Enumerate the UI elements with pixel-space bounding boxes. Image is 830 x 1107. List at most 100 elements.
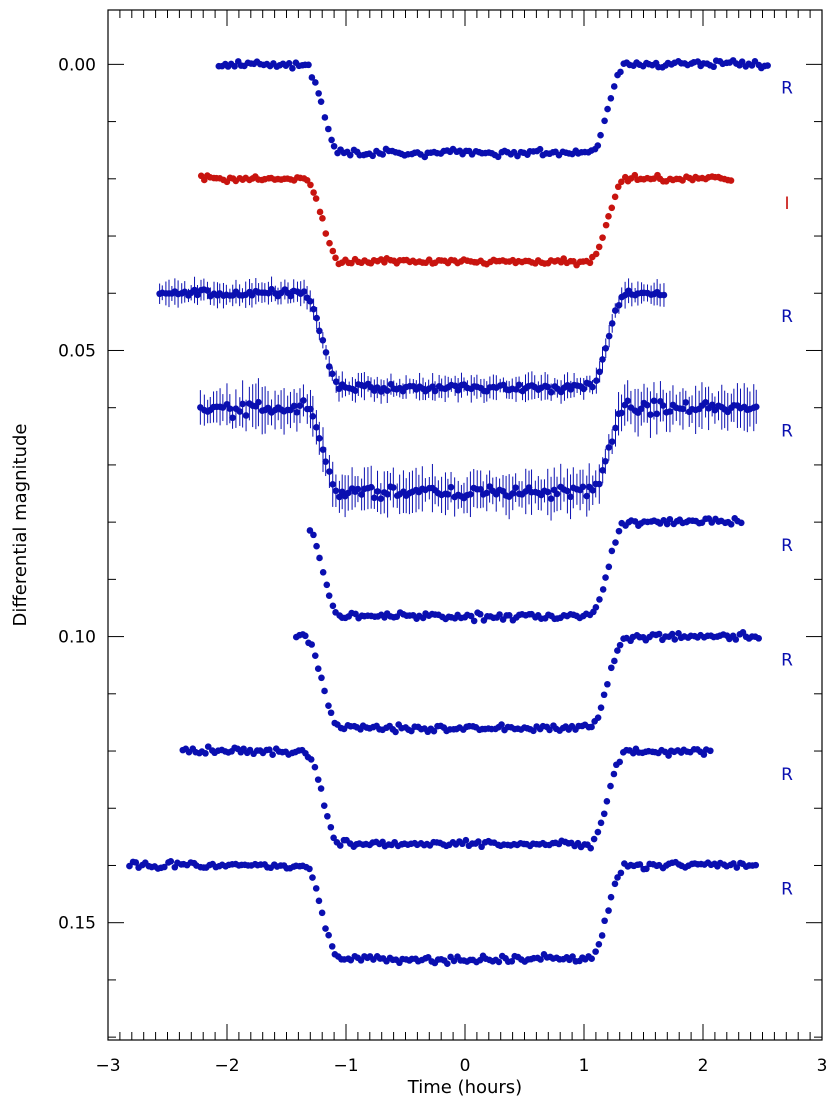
data-point <box>592 948 599 955</box>
data-point <box>310 189 317 196</box>
data-point <box>467 612 475 620</box>
data-point <box>611 657 618 665</box>
data-point <box>367 483 375 491</box>
data-point <box>390 484 397 491</box>
data-point <box>191 286 198 294</box>
data-point <box>325 702 332 709</box>
x-tick-label: −2 <box>214 1056 239 1076</box>
data-point <box>618 409 625 417</box>
data-point <box>306 865 313 873</box>
data-point <box>647 411 654 418</box>
data-point <box>316 554 323 562</box>
data-point <box>611 307 619 314</box>
data-point <box>727 177 735 184</box>
data-point <box>594 828 602 836</box>
data-point <box>287 292 294 300</box>
data-point <box>318 909 326 917</box>
data-point <box>329 481 337 488</box>
data-point <box>597 704 605 711</box>
data-point <box>599 356 606 363</box>
data-point <box>194 291 201 299</box>
band-label: R <box>781 422 793 442</box>
data-point <box>509 490 517 497</box>
data-point <box>318 674 325 682</box>
data-point <box>592 250 600 258</box>
data-point <box>477 486 484 493</box>
data-point <box>309 412 317 420</box>
data-point <box>597 819 605 827</box>
data-point <box>599 234 606 241</box>
data-point <box>231 62 238 70</box>
data-point <box>358 491 365 498</box>
data-point <box>313 423 320 431</box>
data-point <box>666 515 674 523</box>
data-point <box>653 410 661 418</box>
data-point <box>352 387 359 395</box>
data-point <box>470 617 478 625</box>
data-point <box>616 641 624 649</box>
data-point <box>444 960 451 967</box>
data-point <box>682 399 690 406</box>
data-point <box>752 861 760 869</box>
data-point <box>660 291 668 299</box>
x-tick-label: 0 <box>460 1056 471 1076</box>
y-tick-label: 0.10 <box>58 628 96 648</box>
data-point <box>346 151 354 159</box>
x-tick-label: −1 <box>333 1056 358 1076</box>
data-point <box>602 344 610 352</box>
data-point <box>325 125 332 133</box>
data-point <box>377 495 385 502</box>
data-point <box>618 178 625 186</box>
data-point <box>611 880 619 888</box>
data-point <box>329 602 337 610</box>
data-point <box>737 519 745 527</box>
data-point <box>336 842 344 849</box>
data-point <box>608 320 616 327</box>
data-point <box>332 487 340 495</box>
data-point <box>132 859 140 866</box>
data-point <box>607 893 615 901</box>
data-point <box>264 404 272 412</box>
data-point <box>311 652 319 659</box>
data-point <box>605 332 613 340</box>
data-point <box>600 691 608 699</box>
data-point <box>447 483 455 491</box>
data-point <box>595 243 603 251</box>
data-point <box>308 641 315 648</box>
data-point <box>310 531 317 539</box>
data-point <box>323 581 331 589</box>
data-point <box>483 489 491 497</box>
data-point <box>608 438 616 445</box>
data-point <box>700 751 708 758</box>
data-point <box>330 142 338 150</box>
data-point <box>601 117 608 125</box>
axis-ticks <box>107 10 823 1040</box>
data-point <box>332 254 339 262</box>
data-point <box>167 858 175 865</box>
data-point <box>569 953 576 960</box>
data-point <box>498 721 505 728</box>
data-point <box>496 611 503 618</box>
data-point <box>588 723 595 731</box>
band-label: R <box>781 78 793 98</box>
data-point <box>239 400 246 408</box>
data-point <box>315 90 322 97</box>
data-point <box>290 402 298 410</box>
x-axis-title: Time (hours) <box>407 1077 522 1098</box>
data-point <box>727 521 735 528</box>
data-point <box>319 446 327 453</box>
data-point <box>161 863 168 871</box>
data-point <box>325 363 333 370</box>
data-point <box>544 488 552 496</box>
data-point <box>321 114 329 121</box>
data-point <box>752 403 760 411</box>
data-point <box>325 931 332 939</box>
data-point <box>322 925 329 932</box>
data-point <box>515 381 523 389</box>
data-point <box>316 435 323 442</box>
data-point <box>589 383 596 391</box>
data-point <box>314 665 322 672</box>
data-point <box>248 292 256 299</box>
data-point <box>679 405 687 413</box>
